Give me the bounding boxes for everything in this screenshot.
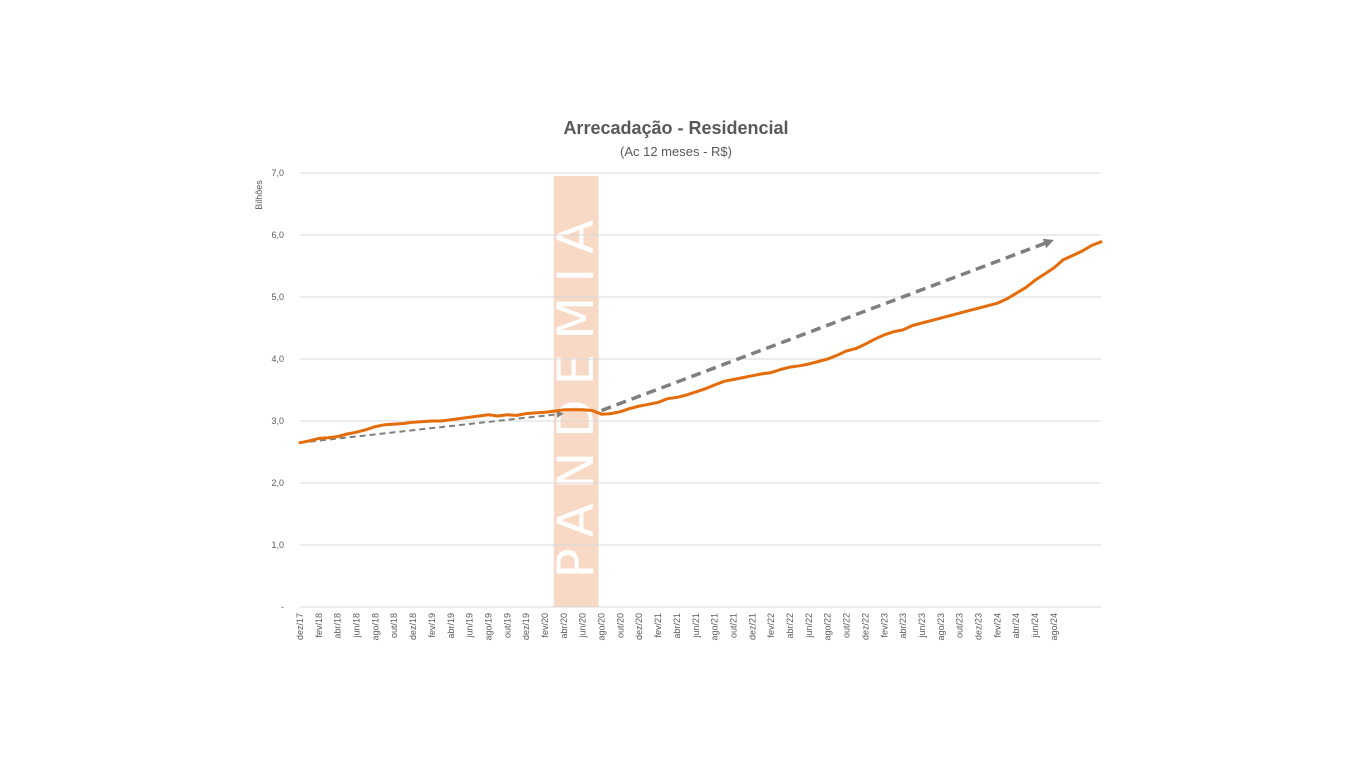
x-tick-label: abr/23 — [898, 613, 908, 639]
x-tick-label: dez/20 — [634, 613, 644, 640]
x-axis-ticks: dez/17 fev/18 abr/18 jun/18 ago/18 out/18 dez/… — [295, 613, 1059, 641]
x-tick-label: jun/19 — [465, 613, 475, 639]
y-tick-label: - — [281, 602, 284, 612]
x-tick-label: abr/18 — [333, 613, 343, 639]
trend-arrow-head — [1042, 238, 1054, 249]
x-tick-label: fev/21 — [653, 613, 663, 638]
pandemic-band-layer: PANDEMIA — [547, 176, 605, 607]
y-tick-label: 5,0 — [271, 292, 284, 302]
x-tick-label: jun/22 — [804, 613, 814, 639]
x-tick-label: dez/18 — [408, 613, 418, 640]
trend-arrow-head — [556, 410, 564, 418]
x-tick-label: dez/23 — [973, 613, 983, 640]
x-tick-label: jun/24 — [1030, 613, 1040, 639]
x-tick-label: abr/20 — [559, 613, 569, 639]
chart-subtitle: (Ac 12 meses - R$) — [620, 144, 732, 159]
x-tick-label: fev/20 — [540, 613, 550, 638]
x-tick-label: ago/22 — [823, 613, 833, 641]
chart-title: Arrecadação - Residencial — [563, 118, 788, 138]
x-tick-label: fev/18 — [314, 613, 324, 638]
x-tick-label: ago/19 — [483, 613, 493, 641]
trend-line — [299, 410, 564, 444]
x-tick-label: jun/18 — [352, 613, 362, 639]
y-tick-label: 7,0 — [271, 168, 284, 178]
series-line — [298, 240, 1103, 445]
trend-line — [600, 238, 1054, 413]
y-tick-label: 6,0 — [271, 230, 284, 240]
x-tick-label: dez/22 — [860, 613, 870, 640]
x-tick-label: jun/21 — [691, 613, 701, 639]
x-tick-label: jun/20 — [578, 613, 588, 639]
x-tick-label: abr/24 — [1011, 613, 1021, 639]
x-tick-label: ago/24 — [1049, 613, 1059, 641]
pandemic-band — [553, 176, 599, 607]
x-tick-label: dez/21 — [747, 613, 757, 640]
y-tick-label: 2,0 — [271, 478, 284, 488]
x-tick-label: abr/21 — [672, 613, 682, 639]
x-tick-label: ago/20 — [597, 613, 607, 641]
x-tick-label: dez/19 — [521, 613, 531, 640]
y-tick-label: 4,0 — [271, 354, 284, 364]
y-axis-ticks: - 1,0 2,0 3,0 4,0 5,0 6,0 7,0 — [271, 168, 284, 612]
x-tick-label: out/21 — [728, 613, 738, 638]
x-tick-label: ago/23 — [936, 613, 946, 641]
x-tick-label: fev/22 — [766, 613, 776, 638]
x-tick-label: ago/21 — [710, 613, 720, 641]
x-tick-label: fev/24 — [992, 613, 1002, 638]
x-tick-label: ago/18 — [370, 613, 380, 641]
series-layer — [298, 240, 1103, 445]
x-tick-label: out/23 — [955, 613, 965, 638]
x-tick-label: out/22 — [842, 613, 852, 638]
y-tick-label: 1,0 — [271, 540, 284, 550]
x-tick-label: fev/19 — [427, 613, 437, 638]
x-tick-label: jun/23 — [917, 613, 927, 639]
y-tick-label: 3,0 — [271, 416, 284, 426]
x-tick-label: dez/17 — [295, 613, 305, 640]
x-tick-label: abr/19 — [446, 613, 456, 639]
y-axis-label: Bilhões — [254, 180, 264, 210]
x-tick-label: out/18 — [389, 613, 399, 638]
x-tick-label: abr/22 — [785, 613, 795, 639]
pandemic-label: PANDEMIA — [547, 206, 605, 579]
x-tick-label: out/20 — [615, 613, 625, 638]
x-tick-label: fev/23 — [879, 613, 889, 638]
trend-lines — [299, 238, 1054, 444]
x-tick-label: out/19 — [502, 613, 512, 638]
